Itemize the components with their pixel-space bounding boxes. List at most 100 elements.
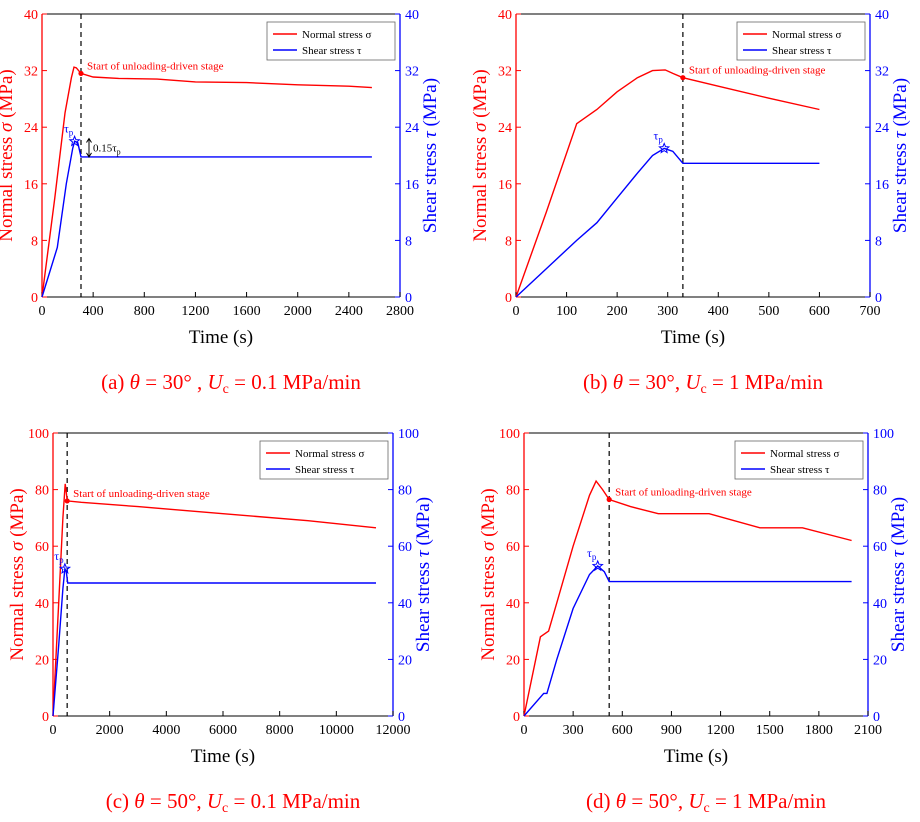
legend-shear-label: Shear stress τ [302,45,362,57]
x-tick-label: 400 [708,304,729,319]
right-y-tick-label: 80 [398,484,412,499]
right-y-tick-label: 32 [405,65,419,80]
left-y-tick-label: 40 [506,597,520,612]
right-y-tick-label: 60 [398,540,412,555]
panel-caption: (c) θ = 50°, Uc = 0.1 MPa/min [106,789,361,816]
left-y-tick-label: 0 [513,710,520,725]
x-axis-label: Time (s) [189,327,253,348]
x-tick-label: 100 [556,304,577,319]
left-y-tick-label: 40 [24,8,38,23]
unloading-start-marker [64,498,70,504]
unloading-annotation: Start of unloading-driven stage [87,60,224,72]
drop-arrow-head-down [86,152,92,158]
right-y-tick-label: 60 [873,540,887,555]
right-y-tick-label: 80 [873,484,887,499]
right-y-tick-label: 40 [398,597,412,612]
x-tick-label: 800 [134,304,155,319]
right-y-tick-label: 0 [873,710,880,725]
x-tick-label: 6000 [209,723,237,738]
unloading-start-marker [680,75,686,81]
left-y-tick-label: 0 [505,291,512,306]
x-tick-label: 600 [612,723,633,738]
left-y-tick-label: 16 [498,178,512,193]
left-y-tick-label: 8 [31,234,38,249]
unloading-annotation: Start of unloading-driven stage [615,487,752,499]
peak-shear-marker [68,134,81,147]
left-y-tick-label: 20 [506,653,520,668]
left-y-tick-label: 60 [35,540,49,555]
legend-normal-label: Normal stress σ [295,448,365,460]
left-y-tick-label: 80 [506,484,520,499]
right-y-tick-label: 24 [405,121,419,136]
left-y-tick-label: 16 [24,178,38,193]
x-tick-label: 1200 [707,723,735,738]
x-tick-label: 700 [860,304,881,319]
normal-stress-line [41,66,372,298]
x-tick-label: 1500 [756,723,784,738]
legend-box [736,21,866,61]
x-tick-label: 0 [521,723,528,738]
x-tick-label: 2000 [96,723,124,738]
x-tick-label: 4000 [152,723,180,738]
right-y-tick-label: 100 [398,427,419,442]
peak-label: τp [587,546,597,562]
panel-caption: (a) θ = 30° , Uc = 0.1 MPa/min [101,370,361,397]
x-tick-label: 2400 [335,304,363,319]
right-y-axis-label: Shear stress τ (MPa) [888,497,909,652]
right-y-tick-label: 16 [875,178,889,193]
panel-caption: (b) θ = 30°, Uc = 1 MPa/min [583,370,823,397]
unloading-annotation: Start of unloading-driven stage [689,65,826,77]
x-tick-label: 1600 [233,304,261,319]
left-y-axis-label: Normal stress σ (MPa) [478,488,499,660]
left-y-tick-label: 80 [35,484,49,499]
legend-normal-label: Normal stress σ [770,448,840,460]
left-y-tick-label: 100 [499,427,520,442]
x-tick-label: 900 [661,723,682,738]
x-tick-label: 0 [50,723,57,738]
left-y-tick-label: 40 [35,597,49,612]
legend-box [259,440,389,480]
right-y-tick-label: 8 [405,234,412,249]
right-y-tick-label: 20 [398,653,412,668]
x-tick-label: 12000 [376,723,411,738]
right-y-tick-label: 40 [875,8,889,23]
legend-shear-label: Shear stress τ [772,45,832,57]
x-tick-label: 8000 [266,723,294,738]
unloading-start-marker [78,70,84,77]
left-y-tick-label: 40 [498,8,512,23]
legend-normal-label: Normal stress σ [302,29,372,41]
x-tick-label: 400 [83,304,104,319]
panel-caption: (d) θ = 50°, Uc = 1 MPa/min [586,789,826,816]
right-y-tick-label: 16 [405,178,419,193]
left-y-axis-label: Normal stress σ (MPa) [7,488,28,660]
right-y-tick-label: 40 [405,8,419,23]
right-y-tick-label: 0 [875,291,882,306]
x-axis-label: Time (s) [191,746,255,767]
normal-stress-line [52,483,377,717]
legend-box [734,440,864,480]
left-y-tick-label: 0 [31,291,38,306]
left-y-axis-label: Normal stress σ (MPa) [470,69,491,241]
left-y-tick-label: 32 [498,65,512,80]
normal-stress-line [515,69,820,298]
right-y-tick-label: 0 [398,710,405,725]
legend-shear-label: Shear stress τ [295,464,355,476]
right-y-axis-label: Shear stress τ (MPa) [420,78,441,233]
x-tick-label: 10000 [319,723,354,738]
right-y-tick-label: 24 [875,121,889,136]
normal-stress-line [523,479,852,717]
x-tick-label: 1200 [181,304,209,319]
left-y-tick-label: 20 [35,653,49,668]
peak-shear-marker [591,559,604,572]
legend-shear-label: Shear stress τ [770,464,830,476]
shear-stress-line [523,565,852,717]
right-y-tick-label: 8 [875,234,882,249]
right-y-tick-label: 40 [873,597,887,612]
x-tick-label: 1800 [805,723,833,738]
unloading-start-marker [606,496,612,503]
right-y-tick-label: 20 [873,653,887,668]
